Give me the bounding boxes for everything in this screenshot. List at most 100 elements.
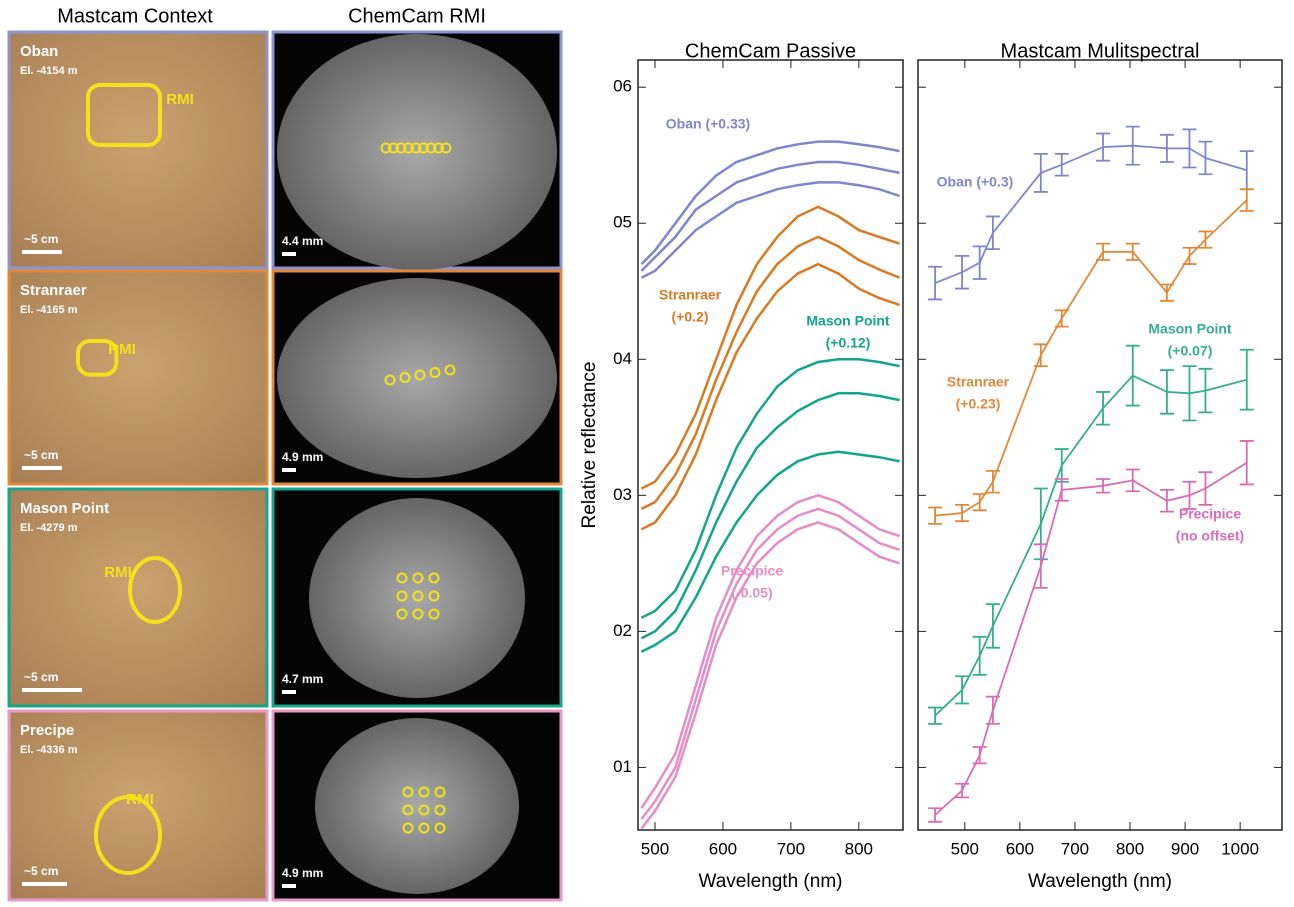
error-bar: [1159, 369, 1174, 415]
laser-spot: [396, 590, 408, 602]
spectrum-line: [935, 199, 1248, 517]
series-annotation: Mason Point: [806, 313, 890, 329]
spectrum-line: [640, 521, 900, 830]
rmi-disk: [315, 718, 519, 894]
rmi-scale: 4.7 mm: [282, 672, 323, 686]
error-bar: [1033, 152, 1048, 193]
error-bar: [985, 469, 1000, 494]
error-bar: [1033, 543, 1048, 589]
error-bar: [1198, 471, 1213, 506]
spectrum-line: [640, 205, 900, 490]
error-bar: [1096, 391, 1111, 426]
error-bar: [928, 706, 943, 725]
spectrum-line: [640, 493, 900, 809]
rmi-scale: 4.4 mm: [282, 234, 323, 248]
series-annotation: (+0.2): [672, 309, 709, 325]
laser-spot: [412, 608, 424, 620]
laser-spot: [396, 572, 408, 584]
laser-spot: [402, 786, 414, 798]
spectrum-line: [934, 374, 1248, 717]
target-name: Precipe: [20, 722, 74, 739]
error-bar: [1182, 128, 1197, 169]
target-elevation: El. -4336 m: [20, 744, 78, 756]
target-name: Mason Point: [20, 500, 109, 517]
x-axis-label: Wavelength (nm): [699, 871, 843, 892]
series-annotation: (+0.12): [826, 335, 871, 351]
laser-spot: [434, 786, 446, 798]
laser-spot: [444, 364, 456, 376]
error-bar: [928, 506, 943, 525]
plot-frame: [917, 59, 1283, 831]
series-annotation: (+0.07): [1168, 343, 1213, 359]
scale-bar: [22, 882, 67, 886]
scale-bar: [22, 466, 62, 470]
plot-area: [928, 125, 1254, 823]
error-bar: [1239, 150, 1254, 191]
rmi-outline: [76, 339, 119, 377]
rmi-scale: 4.9 mm: [282, 866, 323, 880]
error-bar: [1198, 230, 1213, 249]
laser-spot: [428, 608, 440, 620]
y-tick-label: 03: [613, 485, 632, 504]
target-elevation: El. -4154 m: [20, 65, 78, 77]
error-bar: [1054, 309, 1069, 328]
context-scale: ~5 cm: [24, 232, 58, 246]
column-header: Mastcam Context: [57, 5, 213, 27]
target-elevation: El. -4279 m: [20, 522, 78, 534]
error-bar: [1054, 152, 1069, 177]
x-axis-label: Wavelength (nm): [1028, 871, 1172, 892]
error-bar: [955, 503, 970, 523]
laser-spot: [399, 372, 411, 383]
laser-spot: [410, 142, 422, 154]
context-image: [7, 30, 269, 270]
error-bar: [1239, 188, 1254, 212]
rmi-label: RMI: [166, 91, 194, 108]
spectrum-line: [640, 262, 900, 531]
x-tick-label: 500: [951, 839, 979, 858]
laser-spot: [412, 590, 424, 602]
y-tick-label: 06: [613, 77, 632, 96]
laser-spot: [434, 804, 446, 816]
laser-spot: [384, 374, 396, 386]
scale-bar: [282, 884, 296, 888]
laser-spot: [414, 369, 426, 381]
error-bar: [1125, 468, 1140, 493]
rmi-label: RMI: [126, 791, 154, 808]
laser-spot: [402, 822, 414, 834]
laser-spot: [428, 572, 440, 584]
error-bar: [1096, 242, 1111, 261]
error-bar: [1096, 478, 1111, 494]
x-tick-label: 900: [1171, 839, 1199, 858]
laser-spot: [403, 142, 414, 154]
error-bar: [1096, 132, 1111, 162]
scale-bar: [22, 688, 82, 692]
laser-spot: [418, 822, 430, 834]
series-annotation: Mason Point: [1148, 321, 1232, 337]
series-annotation: (no offset): [1176, 528, 1244, 544]
laser-spot: [429, 367, 441, 378]
rmi-outline: [94, 795, 162, 875]
y-tick-label: 05: [613, 213, 632, 232]
y-tick-label: 01: [613, 757, 632, 776]
laser-spot: [396, 608, 408, 620]
x-tick-label: 800: [845, 839, 873, 858]
rmi-label: RMI: [108, 341, 136, 358]
context-image: [7, 487, 269, 708]
x-tick-label: 700: [1061, 839, 1089, 858]
context-scale: ~5 cm: [24, 448, 58, 462]
rmi-scale: 4.9 mm: [282, 450, 323, 464]
laser-spot: [418, 786, 430, 798]
rmi-outline: [128, 556, 182, 624]
error-bar: [1182, 480, 1197, 510]
series-annotation: Precipice: [1179, 506, 1241, 522]
rmi-outline: [86, 83, 162, 147]
laser-spot: [440, 142, 452, 154]
laser-spot: [434, 822, 446, 834]
x-tick-label: 600: [709, 839, 737, 858]
error-bar: [1159, 488, 1174, 513]
series-annotation: Stranraer: [659, 287, 722, 303]
chart-title: Mastcam Mulitspectral: [1001, 40, 1200, 62]
x-tick-label: 800: [1116, 839, 1144, 858]
target-elevation: El. -4165 m: [20, 304, 78, 316]
